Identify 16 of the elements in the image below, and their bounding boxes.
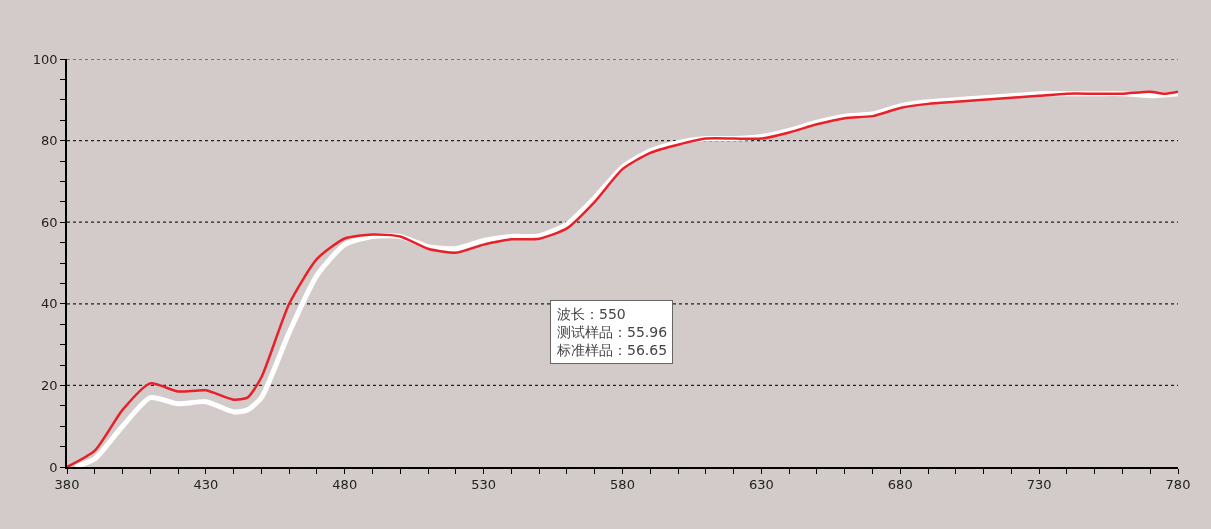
y-tick-label: 100: [32, 51, 58, 67]
x-tick-label: 480: [332, 477, 358, 493]
x-tick-label: 780: [1165, 477, 1191, 493]
x-tick-label: 380: [54, 477, 80, 493]
y-tick-label: 40: [41, 296, 58, 312]
annotation: 波长：550 测试样品：55.96 标准样品：56.65: [556, 306, 668, 359]
y-tick-label: 0: [49, 459, 58, 475]
x-tick-label: 430: [193, 477, 219, 493]
x-tick-label: 580: [610, 477, 635, 493]
x-tick-label: 530: [471, 477, 497, 493]
x-tick-label: 680: [887, 477, 913, 493]
y-tick-label: 20: [41, 377, 58, 393]
y-tick-label: 60: [41, 214, 58, 230]
x-tick-label: 730: [1026, 477, 1052, 493]
x-tick-label: 630: [748, 477, 774, 493]
y-tick-label: 80: [41, 133, 58, 149]
